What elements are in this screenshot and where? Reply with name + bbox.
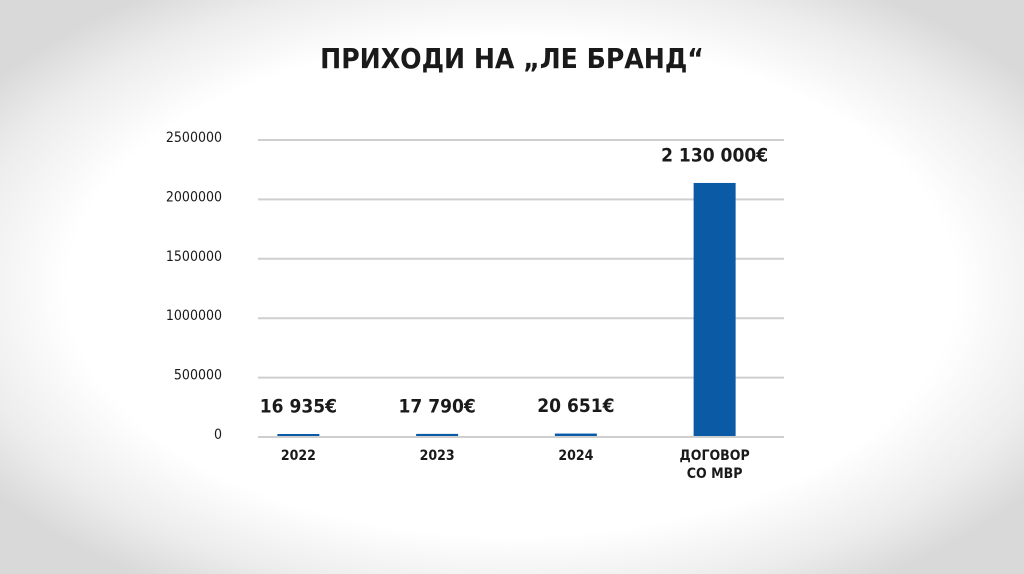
- y-tick-label: 1000000: [166, 308, 222, 324]
- bar: [693, 182, 736, 436]
- value-label: 20 651€: [537, 395, 614, 417]
- value-label: 2 130 000€: [661, 144, 768, 166]
- y-tick-label: 2000000: [166, 189, 222, 205]
- y-tick-label: 0: [214, 427, 222, 443]
- x-tick-label: 2022: [280, 448, 316, 464]
- bar: [416, 433, 459, 436]
- y-tick-label: 1500000: [166, 249, 222, 265]
- bar: [277, 433, 320, 436]
- x-tick-label: 2023: [419, 448, 455, 464]
- x-tick-label: ДОГОВОР СО МВР: [679, 448, 750, 482]
- y-tick-label: 2500000: [166, 130, 222, 146]
- y-tick-label: 500000: [174, 368, 222, 384]
- chart-title: ПРИХОДИ НА „ЛЕ БРАНД“: [320, 42, 704, 75]
- x-tick-label: 2024: [558, 448, 594, 464]
- bar: [554, 433, 597, 436]
- value-label: 16 935€: [260, 395, 337, 417]
- value-label: 17 790€: [398, 395, 475, 417]
